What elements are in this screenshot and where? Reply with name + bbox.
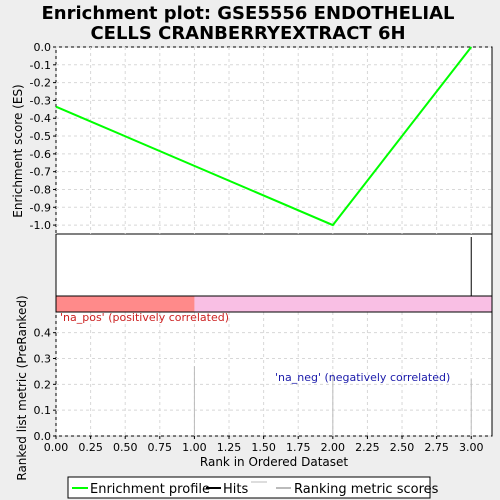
xtick-label: 1.75 — [286, 441, 311, 454]
xaxis-label: Rank in Ordered Dataset — [200, 455, 348, 469]
enrichment-ytick-label: -0.5 — [30, 130, 51, 143]
ranked-ytick-label: 0.3 — [34, 353, 52, 366]
xtick-label: 0.75 — [148, 441, 173, 454]
pos-correlated-band — [56, 296, 194, 312]
xtick-label: 3.00 — [459, 441, 484, 454]
neg-correlated-label: 'na_neg' (negatively correlated) — [275, 371, 450, 384]
chart-title-line-1: Enrichment plot: GSE5556 ENDOTHELIAL — [42, 3, 455, 24]
enrichment-ytick-label: 0.0 — [34, 41, 52, 54]
xtick-label: 1.00 — [182, 441, 207, 454]
xtick-label: 2.50 — [390, 441, 415, 454]
enrichment-ytick-label: -1.0 — [30, 219, 51, 232]
enrichment-ytick-label: -0.1 — [30, 59, 51, 72]
enrichment-ylabel: Enrichment score (ES) — [11, 84, 25, 217]
enrichment-ytick-label: -0.7 — [30, 166, 51, 179]
enrichment-ytick-label: -0.8 — [30, 183, 51, 196]
xtick-label: 0.00 — [44, 441, 69, 454]
hits-panel — [56, 234, 492, 296]
legend-metric-label: Ranking metric scores — [294, 482, 439, 497]
legend-profile-label: Enrichment profile — [90, 482, 210, 497]
legend: Enrichment profile Hits Ranking metric s… — [68, 477, 439, 498]
enrichment-ytick-label: -0.4 — [30, 112, 51, 125]
ranked-ytick-label: 0.2 — [34, 378, 52, 391]
enrichment-ytick-label: -0.2 — [30, 77, 51, 90]
pos-correlated-label: 'na_pos' (positively correlated) — [60, 311, 229, 324]
neg-correlated-band — [194, 296, 492, 312]
legend-hits-label: Hits — [223, 482, 248, 497]
xtick-label: 2.75 — [424, 441, 449, 454]
ranked-ylabel: Ranked list metric (PreRanked) — [15, 295, 29, 480]
xtick-label: 0.25 — [78, 441, 103, 454]
enrichment-ytick-label: -0.9 — [30, 201, 51, 214]
enrichment-ytick-label: -0.6 — [30, 148, 51, 161]
xtick-label: 2.25 — [355, 441, 380, 454]
ranked-ytick-label: 0.1 — [34, 404, 52, 417]
xtick-label: 1.50 — [251, 441, 276, 454]
ranked-ytick-label: 0.4 — [34, 327, 52, 340]
enrichment-ytick-label: -0.3 — [30, 94, 51, 107]
xtick-label: 0.50 — [113, 441, 138, 454]
enrichment-panel — [56, 47, 492, 234]
chart-title-line-2: CELLS CRANBERRYEXTRACT 6H — [90, 23, 405, 44]
xtick-label: 1.25 — [217, 441, 242, 454]
xtick-label: 2.00 — [321, 441, 346, 454]
correlation-band — [56, 296, 492, 312]
